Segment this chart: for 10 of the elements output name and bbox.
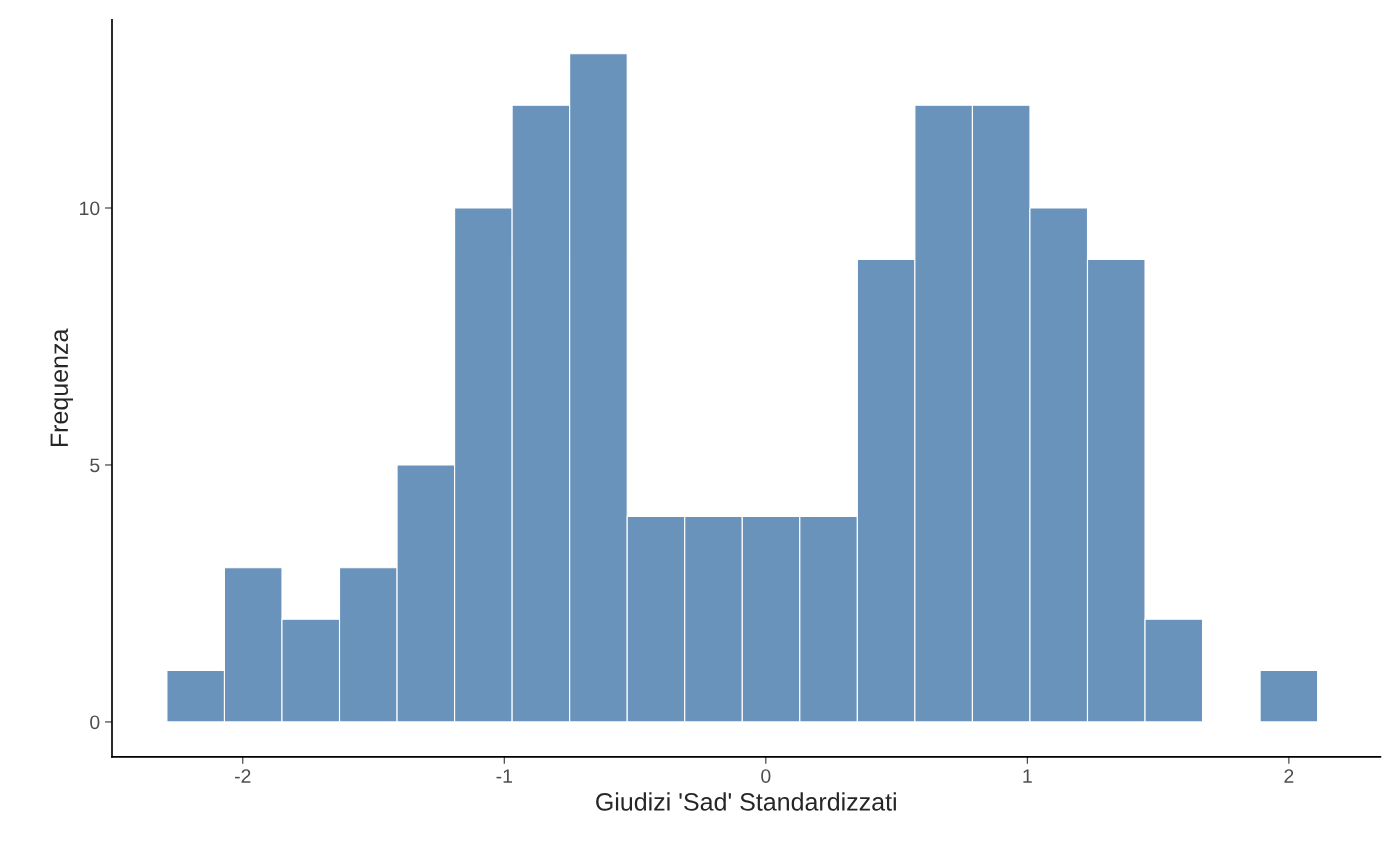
y-axis-title: Frequenza <box>50 328 74 447</box>
x-tick-label: -2 <box>234 769 251 783</box>
x-tick-label: 0 <box>761 769 771 783</box>
x-axis-title: Giudizi 'Sad' Standardizzati <box>596 792 896 811</box>
y-tick-label: 0 <box>90 715 100 730</box>
x-tick-label: 1 <box>1023 769 1032 783</box>
x-tick-label: 2 <box>1284 769 1294 783</box>
y-tick-label: 5 <box>90 458 100 473</box>
y-tick-label: 10 <box>80 201 100 216</box>
x-tick-label: -1 <box>496 769 512 783</box>
